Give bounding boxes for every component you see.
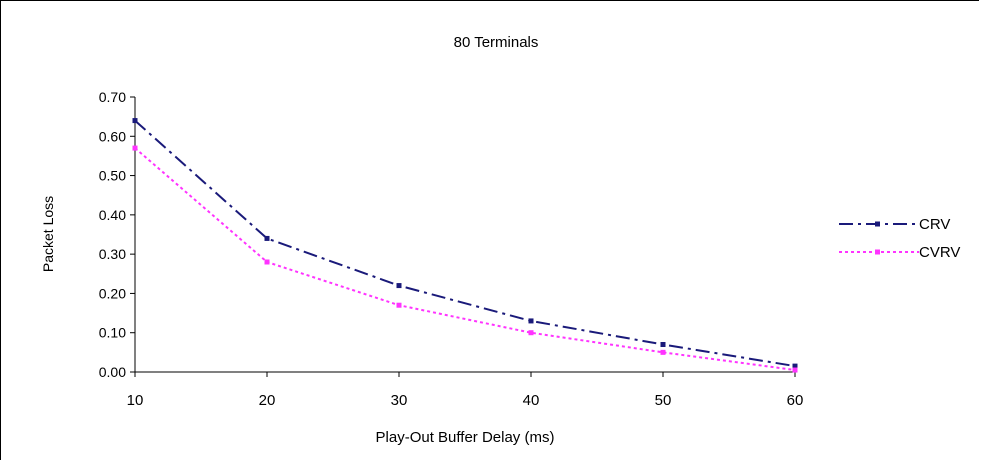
y-tick-label: 0.30	[99, 246, 126, 262]
series-crv	[132, 118, 798, 369]
x-tick-label: 60	[787, 392, 804, 409]
x-tick-label: 50	[655, 392, 672, 409]
y-tick-label: 0.70	[99, 89, 126, 105]
x-tick-label: 40	[523, 392, 540, 409]
series-line	[134, 147, 796, 372]
data-point	[528, 330, 534, 336]
data-point	[264, 259, 270, 265]
x-tick-label: 10	[127, 392, 144, 409]
y-axis-ticks: 0.00 0.10 0.20 0.30 0.40 0.50 0.60 0.70	[99, 89, 135, 380]
legend-label: CRV	[919, 216, 950, 233]
data-point	[792, 363, 798, 369]
x-tick-label: 20	[259, 392, 276, 409]
data-point	[660, 349, 666, 355]
x-axis-label: Play-Out Buffer Delay (ms)	[376, 429, 555, 446]
legend-marker	[875, 249, 880, 255]
plot-series	[132, 118, 798, 373]
legend-label: CVRV	[919, 244, 960, 261]
data-point	[528, 318, 534, 324]
y-tick-label: 0.10	[99, 325, 126, 341]
legend-marker	[875, 221, 880, 227]
chart-title: 80 Terminals	[454, 34, 539, 51]
x-axis: 10 20 30 40 50 60 Play-Out Buffer Delay (ms)	[127, 371, 804, 446]
series-line	[134, 119, 796, 368]
data-point	[132, 118, 138, 124]
legend: CRV CVRV	[839, 216, 960, 261]
x-axis-ticks: 10 20 30 40 50 60	[127, 372, 804, 409]
y-tick-label: 0.40	[99, 207, 126, 223]
y-tick-label: 0.20	[99, 285, 126, 301]
series-cvrv	[132, 145, 798, 373]
data-point	[264, 235, 270, 241]
y-tick-label: 0.00	[99, 364, 126, 380]
legend-item-crv: CRV	[839, 216, 950, 233]
y-tick-label: 0.50	[99, 168, 126, 184]
y-axis: 0.00 0.10 0.20 0.30 0.40 0.50 0.60 0.70 Packet …	[40, 89, 136, 380]
data-point	[132, 145, 138, 151]
x-tick-label: 30	[391, 392, 408, 409]
data-point	[396, 283, 402, 289]
y-axis-label: Packet Loss	[40, 196, 56, 272]
data-point	[396, 302, 402, 308]
data-point	[792, 367, 798, 373]
data-point	[660, 342, 666, 347]
y-tick-label: 0.60	[99, 128, 126, 144]
legend-item-cvrv: CVRV	[839, 244, 960, 261]
